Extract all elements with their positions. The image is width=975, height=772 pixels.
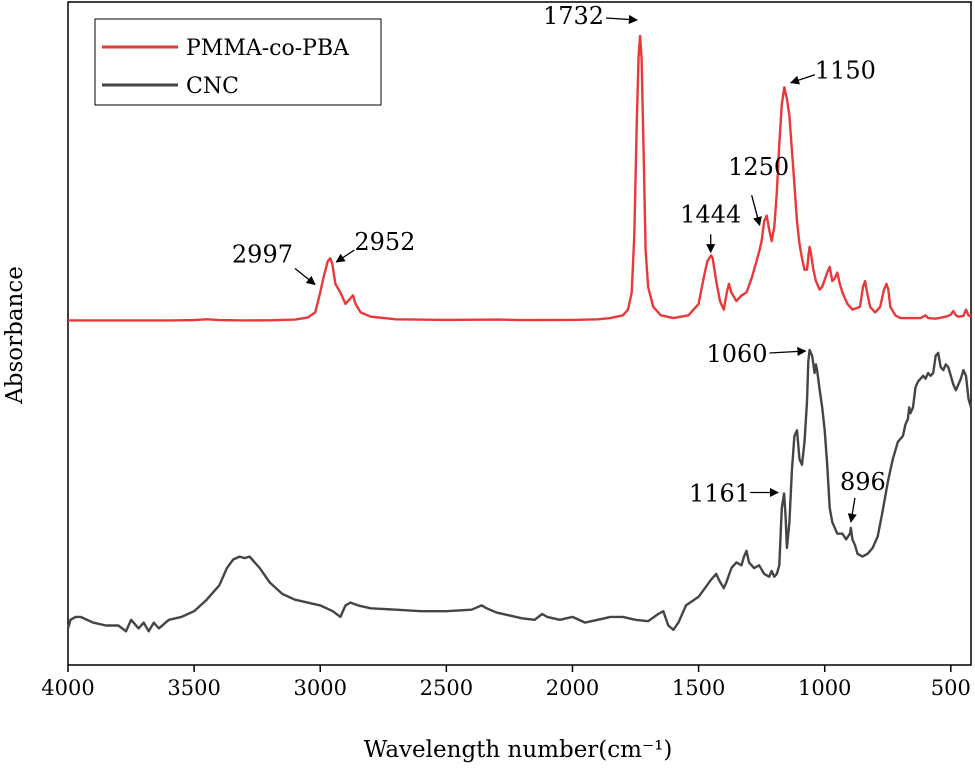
legend-label-cnc: CNC <box>186 74 239 99</box>
peak-arrow-1250 <box>751 195 762 227</box>
x-tick-label: 500 <box>931 676 971 700</box>
x-tick-label: 1000 <box>798 676 851 700</box>
peak-arrow-2952 <box>335 249 355 263</box>
peak-label-1250: 1250 <box>728 153 789 181</box>
series-line-pmma-co-pba <box>68 34 972 322</box>
legend-box <box>94 18 382 106</box>
x-tick-label: 2000 <box>546 676 599 700</box>
x-axis-title: Wavelength number(cm⁻¹) <box>364 737 673 763</box>
peak-arrow-2997 <box>294 267 316 286</box>
peak-arrow-896 <box>847 497 857 523</box>
series-line-cnc <box>66 348 973 633</box>
x-axis: 4000 3500 3000 2500 2000 1500 1000 500 <box>41 665 971 700</box>
peak-label-2997: 2997 <box>232 241 293 269</box>
legend-label-pmma: PMMA-co-PBA <box>186 36 350 61</box>
series-layer <box>66 34 973 633</box>
peak-annotations: 17321150125014442997295210606131161896 <box>232 2 886 523</box>
y-axis-title: Absorbance <box>2 266 28 405</box>
peak-label-1732: 1732 <box>543 2 604 30</box>
peak-arrow-1060 <box>769 346 807 356</box>
peak-label-1161: 1161 <box>689 480 750 508</box>
peak-label-1150: 1150 <box>815 57 876 85</box>
x-tick-label: 3000 <box>294 676 347 700</box>
x-tick-label: 2500 <box>420 676 473 700</box>
peak-label-1060: 1060 <box>706 340 767 368</box>
legend: PMMA-co-PBA CNC <box>94 18 382 106</box>
peak-arrow-1150 <box>790 74 816 85</box>
peak-label-1444: 1444 <box>680 200 741 228</box>
x-tick-label: 4000 <box>41 676 94 700</box>
x-tick-label: 1500 <box>672 676 725 700</box>
plot-frame <box>67 1 972 666</box>
peak-label-2952: 2952 <box>354 228 415 256</box>
peak-label-896: 896 <box>840 468 886 496</box>
x-tick-label: 3500 <box>167 676 220 700</box>
peak-arrow-1732 <box>606 14 638 25</box>
